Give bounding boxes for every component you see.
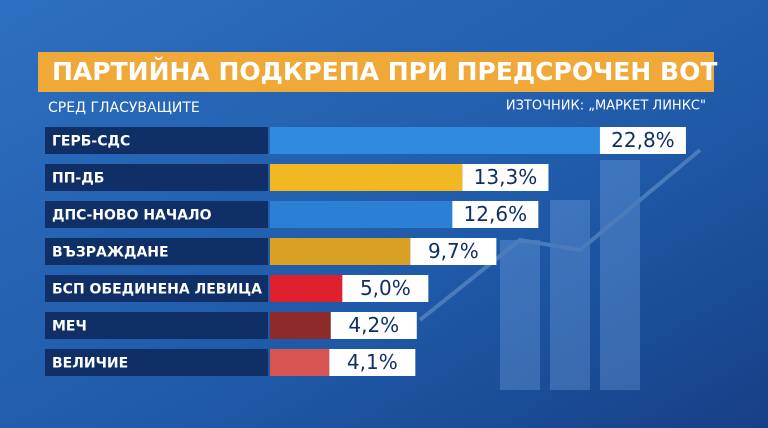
value-label: 13,3% <box>474 165 538 189</box>
bar <box>270 164 463 191</box>
value-label: 22,8% <box>611 128 675 152</box>
category-label: ВЪЗРАЖДАНЕ <box>52 245 169 261</box>
value-box <box>452 201 539 228</box>
value-label: 9,7% <box>428 239 479 263</box>
category-label: ДПС-НОВО НАЧАЛО <box>52 208 212 224</box>
source: ИЗТОЧНИК: „МАРКЕТ ЛИНКС" <box>506 99 706 114</box>
value-box <box>329 349 416 376</box>
title-banner <box>38 52 714 92</box>
value-box <box>330 312 417 339</box>
value-label: 5,0% <box>360 276 411 300</box>
category-box <box>45 238 268 265</box>
value-box <box>410 238 497 265</box>
category-label: ГЕРБ-СДС <box>52 134 130 150</box>
category-box <box>45 349 268 376</box>
category-box <box>45 312 268 339</box>
value-label: 4,1% <box>347 350 398 374</box>
category-label: МЕЧ <box>52 319 87 335</box>
bar <box>270 127 600 154</box>
bar <box>270 201 453 228</box>
category-box <box>45 275 268 302</box>
value-box <box>599 127 686 154</box>
category-box <box>45 201 268 228</box>
category-label: ПП-ДБ <box>52 171 104 187</box>
value-box <box>342 275 429 302</box>
category-box <box>45 127 268 154</box>
category-box <box>45 164 268 191</box>
bar <box>270 275 343 302</box>
bar <box>270 312 331 339</box>
value-label: 4,2% <box>348 313 399 337</box>
background-decoration <box>418 148 702 390</box>
category-label: БСП ОБЕДИНЕНА ЛЕВИЦА <box>52 282 262 298</box>
chart-title: ПАРТИЙНА ПОДКРЕПА ПРИ ПРЕДСРОЧЕН ВОТ <box>52 57 717 86</box>
category-label: ВЕЛИЧИЕ <box>52 356 128 372</box>
bar <box>270 238 411 265</box>
bar <box>270 349 330 376</box>
value-box <box>462 164 549 191</box>
subtitle: СРЕД ГЛАСУВАЩИТЕ <box>48 100 200 116</box>
value-label: 12,6% <box>464 202 528 226</box>
